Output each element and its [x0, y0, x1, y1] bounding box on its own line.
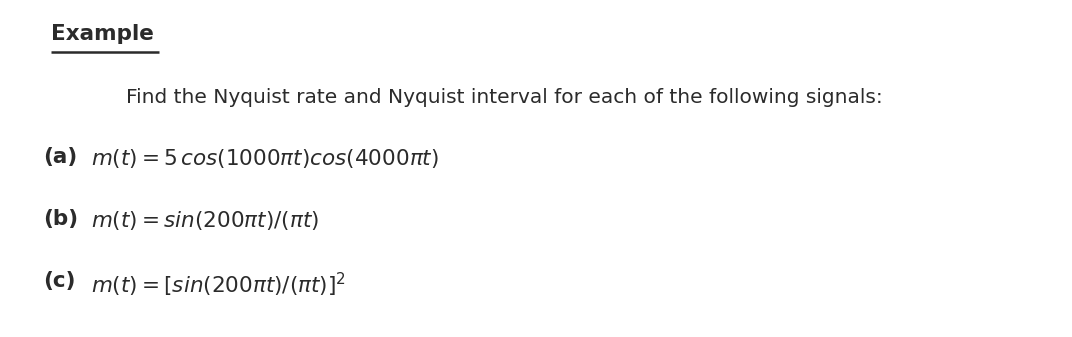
Text: Example: Example — [51, 24, 154, 43]
Text: (a): (a) — [43, 147, 77, 166]
Text: $m(t) = 5\,cos(1000\pi t)cos(4000\pi t)$: $m(t) = 5\,cos(1000\pi t)cos(4000\pi t)$ — [91, 147, 440, 170]
Text: (c): (c) — [43, 271, 75, 291]
Text: $m(t) = sin(200\pi t)/(\pi t)$: $m(t) = sin(200\pi t)/(\pi t)$ — [91, 209, 319, 232]
Text: (b): (b) — [43, 209, 78, 229]
Text: Find the Nyquist rate and Nyquist interval for each of the following signals:: Find the Nyquist rate and Nyquist interv… — [126, 88, 883, 106]
Text: $m(t) = [sin(200\pi t)/(\pi t)]^{2}$: $m(t) = [sin(200\pi t)/(\pi t)]^{2}$ — [91, 271, 346, 300]
